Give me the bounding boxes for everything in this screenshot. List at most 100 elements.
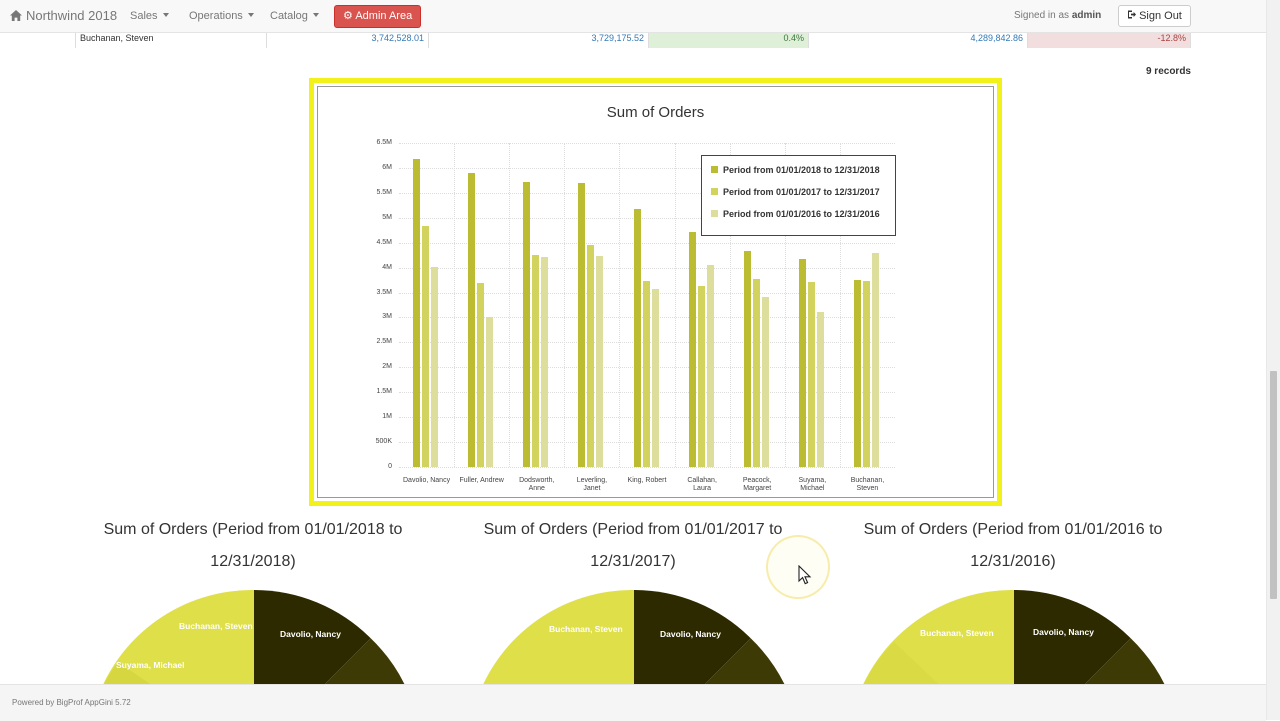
gear-icon: ⚙ bbox=[343, 10, 353, 22]
pie-slice bbox=[1085, 638, 1165, 684]
legend-label: Period from 01/01/2016 to 12/31/2016 bbox=[723, 209, 880, 219]
gridline bbox=[399, 143, 895, 144]
bar[interactable] bbox=[596, 256, 604, 467]
legend-swatch bbox=[711, 166, 718, 173]
pie-label: Buchanan, Steven bbox=[920, 628, 994, 638]
gridline bbox=[619, 143, 621, 467]
pie-slice bbox=[705, 638, 785, 684]
pie-chart-2016: Davolio, Nancy Buchanan, Steven bbox=[854, 590, 1174, 684]
y-tick-label: 500K bbox=[375, 438, 392, 446]
menu-operations[interactable]: Operations bbox=[189, 0, 254, 32]
admin-area-button[interactable]: ⚙ Admin Area bbox=[334, 5, 422, 28]
bar[interactable] bbox=[431, 266, 439, 467]
pie-slice bbox=[104, 662, 151, 684]
gridline bbox=[784, 143, 786, 467]
brand-link[interactable]: Northwind 2018 bbox=[10, 0, 117, 32]
pie-slice bbox=[863, 642, 939, 684]
menu-sales[interactable]: Sales bbox=[130, 0, 169, 32]
vertical-scrollbar[interactable] bbox=[1266, 0, 1280, 720]
gridline bbox=[454, 143, 456, 467]
scrollbar-thumb[interactable] bbox=[1270, 371, 1277, 599]
pie-slice bbox=[254, 590, 371, 684]
bar[interactable] bbox=[413, 158, 421, 467]
bar[interactable] bbox=[752, 278, 760, 467]
legend-swatch bbox=[711, 210, 718, 217]
value-cell[interactable]: 3,729,175.52 bbox=[429, 32, 649, 48]
change-positive-cell: 0.4% bbox=[649, 32, 809, 48]
pie-slice bbox=[103, 590, 254, 684]
bar[interactable] bbox=[697, 285, 705, 467]
x-tick-label: Suyama, Michael bbox=[798, 477, 827, 492]
bar[interactable] bbox=[532, 255, 540, 467]
chart-legend: Period from 01/01/2018 to 12/31/2018 Per… bbox=[701, 155, 896, 236]
gridline bbox=[509, 143, 511, 467]
legend-item: Period from 01/01/2017 to 12/31/2017 bbox=[711, 187, 880, 197]
username: admin bbox=[1071, 10, 1102, 21]
bar[interactable] bbox=[477, 282, 485, 467]
home-icon bbox=[10, 1, 22, 33]
employee-name-cell: Buchanan, Steven bbox=[75, 32, 267, 48]
bar[interactable] bbox=[422, 226, 430, 467]
bar[interactable] bbox=[468, 173, 476, 467]
click-highlight bbox=[766, 535, 830, 599]
bar[interactable] bbox=[862, 281, 870, 467]
pie-chart-2017: Davolio, Nancy Buchanan, Steven bbox=[474, 590, 794, 684]
pie-label: Davolio, Nancy bbox=[1033, 627, 1094, 637]
y-tick-label: 0 bbox=[388, 463, 392, 470]
y-tick-label: 4.5M bbox=[376, 238, 392, 246]
bar[interactable] bbox=[761, 297, 769, 467]
gridline bbox=[399, 242, 895, 244]
records-count: 9 records bbox=[1145, 66, 1191, 77]
bar[interactable] bbox=[706, 264, 714, 467]
signed-in-prefix: Signed in as bbox=[1014, 10, 1070, 21]
sign-out-label: Sign Out bbox=[1139, 10, 1182, 22]
bar[interactable] bbox=[798, 259, 806, 467]
bar[interactable] bbox=[578, 183, 586, 467]
bar[interactable] bbox=[807, 282, 815, 467]
legend-swatch bbox=[711, 188, 718, 195]
gridline bbox=[399, 267, 895, 269]
y-tick-label: 1.5M bbox=[376, 388, 392, 396]
pie-label: Davolio, Nancy bbox=[660, 629, 721, 639]
menu-catalog[interactable]: Catalog bbox=[270, 0, 319, 32]
bar-chart: Sum of Orders Period from 01/01/2018 to … bbox=[317, 86, 994, 498]
bar[interactable] bbox=[633, 209, 641, 467]
gridline bbox=[729, 143, 731, 467]
x-tick-label: Buchanan, Steven bbox=[850, 477, 885, 492]
bar[interactable] bbox=[816, 312, 824, 467]
footer-text: Powered by BigProf AppGini 5.72 bbox=[12, 698, 131, 707]
x-tick-label: Dodsworth, Anne bbox=[519, 477, 555, 492]
gridline bbox=[399, 217, 895, 219]
x-tick-label: Davolio, Nancy bbox=[403, 477, 451, 484]
top-navbar: Northwind 2018 Sales Operations Catalog … bbox=[0, 0, 1266, 33]
bar[interactable] bbox=[651, 289, 659, 467]
x-tick-label: Callahan, Laura bbox=[687, 477, 717, 492]
bar[interactable] bbox=[853, 280, 861, 467]
x-tick-label: King, Robert bbox=[627, 477, 667, 484]
bar[interactable] bbox=[541, 256, 549, 467]
brand-label: Northwind 2018 bbox=[26, 8, 118, 23]
bar[interactable] bbox=[743, 250, 751, 467]
y-tick-label: 2.5M bbox=[376, 338, 392, 346]
value-cell[interactable]: 3,742,528.01 bbox=[267, 32, 429, 48]
pie-title-2016: Sum of Orders (Period from 01/01/2016 to… bbox=[863, 521, 1163, 570]
gridline bbox=[674, 143, 676, 467]
gridline bbox=[399, 167, 895, 169]
bar[interactable] bbox=[642, 280, 650, 467]
bar[interactable] bbox=[486, 317, 494, 467]
legend-label: Period from 01/01/2018 to 12/31/2018 bbox=[723, 165, 880, 175]
pie-label: Buchanan, Steven bbox=[179, 621, 253, 631]
pie-slice bbox=[634, 590, 751, 684]
y-tick-label: 3M bbox=[382, 313, 392, 321]
bar[interactable] bbox=[587, 245, 595, 467]
menu-catalog-label: Catalog bbox=[270, 10, 308, 22]
y-tick-label: 3.5M bbox=[376, 288, 392, 296]
sign-out-button[interactable]: Sign Out bbox=[1118, 5, 1191, 27]
table-row: Buchanan, Steven 3,742,528.01 3,729,175.… bbox=[75, 32, 1191, 48]
admin-area-label: Admin Area bbox=[355, 10, 413, 22]
bar[interactable] bbox=[523, 181, 531, 467]
bar[interactable] bbox=[871, 253, 879, 467]
bar[interactable] bbox=[688, 231, 696, 467]
pie-slice bbox=[483, 590, 634, 684]
value-cell[interactable]: 4,289,842.86 bbox=[809, 32, 1028, 48]
